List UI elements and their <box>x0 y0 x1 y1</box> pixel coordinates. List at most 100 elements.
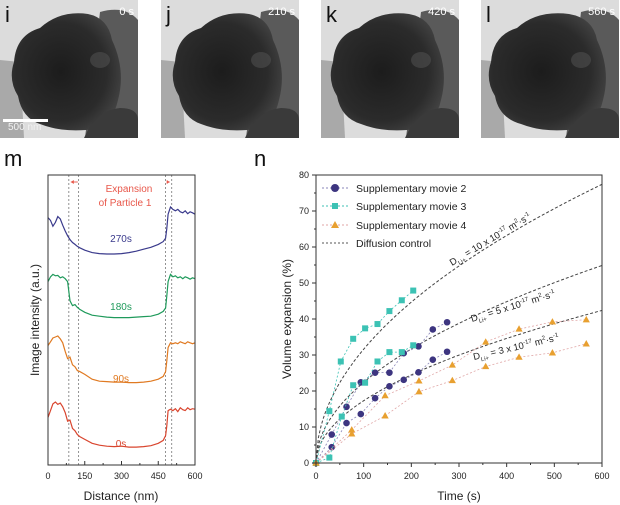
profile-label-90s: 90s <box>113 374 129 385</box>
tem-image-k <box>321 0 459 138</box>
data-point-triangle <box>482 362 490 370</box>
scale-bar <box>3 119 48 122</box>
data-point-circle <box>371 394 379 402</box>
y-tick-label-30: 30 <box>299 350 309 360</box>
data-point-circle <box>357 410 365 418</box>
data-point-square <box>398 349 405 356</box>
y-tick-label-20: 20 <box>299 386 309 396</box>
y-tick-label-60: 60 <box>299 242 309 252</box>
panel-letter-k: k <box>326 2 337 27</box>
series-line-1 <box>315 351 448 464</box>
data-point-triangle <box>348 426 356 433</box>
data-point-square <box>410 342 417 349</box>
data-point-triangle <box>582 315 590 323</box>
chart-n-ticks: 0 100 200 300 400 500 600 0 10 20 30 40 50 60 70 80 <box>299 170 610 481</box>
legend-marker-square <box>332 203 338 209</box>
panel-letter-n: n <box>254 146 267 171</box>
data-point-circle <box>415 368 422 376</box>
diffusion-curve-1 <box>315 265 603 464</box>
x-tick-label-0: 0 <box>45 471 50 481</box>
legend-label-2: Supplementary movie 4 <box>356 220 466 232</box>
data-point-square <box>350 335 357 342</box>
data-point-square <box>374 358 381 365</box>
chart-n-xlabel: Time (s) <box>437 489 481 503</box>
panel-letter-m: m <box>4 146 23 171</box>
series-line-0 <box>315 321 448 464</box>
series-line-4 <box>315 319 587 464</box>
diffusion-label-1: DLi+ = 5 x 10-17 m2·s-1 <box>470 289 558 327</box>
data-point-circle <box>429 326 437 333</box>
expansion-arrowhead-left <box>70 180 74 184</box>
x-tick-label-450: 450 <box>151 471 166 481</box>
panel-letter-l: l <box>486 2 491 27</box>
data-point-circle <box>386 383 393 390</box>
data-point-square <box>362 325 369 332</box>
data-point-square <box>410 287 417 294</box>
tem-image-i <box>0 0 138 138</box>
chart-m-plot-area: 270s 180s 90s 0s <box>47 175 196 465</box>
panel-letter-j: j <box>166 2 171 27</box>
data-point-triangle <box>381 391 389 399</box>
data-point-square <box>398 297 405 304</box>
tem-image-j <box>161 0 299 138</box>
data-point-square <box>362 379 369 386</box>
data-point-triangle <box>515 325 523 332</box>
data-point-triangle <box>415 377 423 384</box>
profile-label-270s: 270s <box>110 234 132 245</box>
data-point-triangle <box>515 353 523 360</box>
data-point-circle <box>400 376 408 384</box>
x-tick-label-400: 400 <box>499 471 514 481</box>
x-tick-label-150: 150 <box>77 471 92 481</box>
data-point-circle <box>371 369 379 376</box>
tem-image-l <box>481 0 619 138</box>
x-tick-label-300: 300 <box>451 471 466 481</box>
data-point-square <box>386 349 393 356</box>
time-label-k: 420 s <box>428 6 455 18</box>
data-point-circle <box>386 369 393 376</box>
chart-m-annotation-line2: of Particle 1 <box>99 198 152 209</box>
diffusion-curve-0 <box>315 183 603 464</box>
data-point-square <box>350 382 357 389</box>
chart-n-series <box>312 287 590 467</box>
profile-line-180s <box>47 273 196 319</box>
panel-letter-i: i <box>5 2 10 27</box>
x-tick-label-0: 0 <box>313 471 318 481</box>
chart-m-x-ticks: 0 150 300 450 600 <box>45 461 203 481</box>
data-point-circle <box>443 318 451 326</box>
data-point-circle <box>443 348 451 356</box>
y-tick-label-0: 0 <box>304 458 309 468</box>
x-tick-label-200: 200 <box>404 471 419 481</box>
data-point-square <box>337 358 344 365</box>
chart-n-legend: Supplementary movie 2 Supplementary movie… <box>322 183 466 250</box>
profile-line-0s <box>47 401 196 448</box>
time-label-i: 0 s <box>119 6 134 18</box>
chart-m-annotation-line1: Expansion <box>106 184 153 195</box>
chart-m-xlabel: Distance (nm) <box>84 489 159 503</box>
data-point-circle <box>328 431 336 438</box>
data-point-circle <box>343 419 350 427</box>
data-point-triangle <box>448 376 456 384</box>
y-tick-label-50: 50 <box>299 278 309 288</box>
data-point-square <box>338 413 345 420</box>
data-point-square <box>326 408 333 415</box>
x-tick-label-600: 600 <box>594 471 609 481</box>
chart-n-axes-box <box>315 174 603 464</box>
legend-label-0: Supplementary movie 2 <box>356 183 466 195</box>
data-point-triangle <box>448 361 456 368</box>
legend-label-3: Diffusion control <box>356 238 431 250</box>
legend-marker-circle <box>331 184 339 192</box>
data-point-triangle <box>381 412 389 419</box>
scale-bar-label: 500 nm <box>8 122 42 133</box>
series-line-3 <box>315 344 414 464</box>
legend-label-1: Supplementary movie 3 <box>356 201 466 213</box>
y-tick-label-70: 70 <box>299 206 309 216</box>
profile-line-90s <box>47 335 196 384</box>
chart-m-ylabel: Image intensity (a.u.) <box>28 264 42 376</box>
data-point-circle <box>429 356 437 363</box>
data-point-triangle <box>482 338 490 345</box>
data-point-square <box>374 321 381 328</box>
x-tick-label-300: 300 <box>114 471 129 481</box>
data-point-triangle <box>415 387 423 395</box>
